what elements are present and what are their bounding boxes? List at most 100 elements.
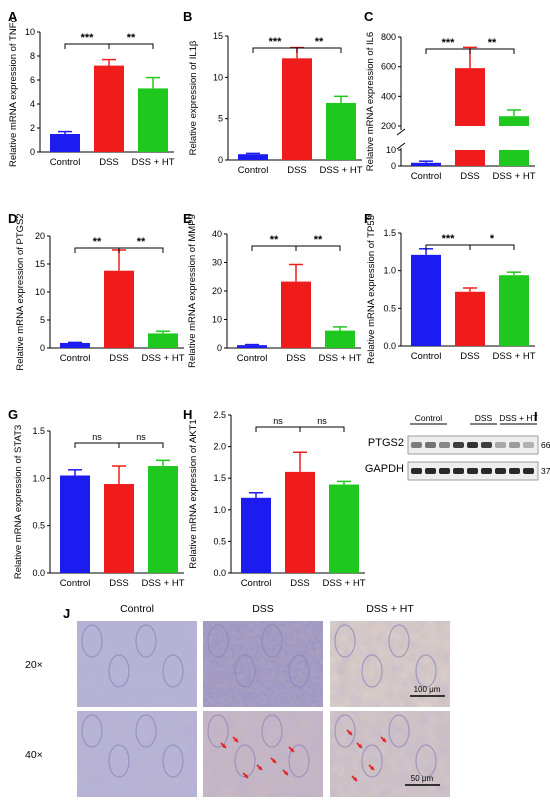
bar-dss-ht [499,275,529,346]
x-tick-label: DSS + HT [319,165,362,176]
significance-bracket [469,244,515,250]
y-tick-label: 0 [391,161,396,171]
significance-label: ** [488,37,497,49]
y-tick-label: 5 [40,315,45,325]
y-tick-label: 0 [218,155,223,165]
blot-band [425,468,436,474]
y-tick-label: 0 [30,147,35,157]
y-tick-label: 0.5 [32,521,45,531]
red-arrow-head [353,777,357,781]
x-tick-label: DSS + HT [492,351,535,362]
significance-label: ** [315,36,324,48]
bar-dss-ht [325,330,355,348]
crypt-outline [135,624,157,658]
blot-group-label: DSS + HT [499,413,538,423]
crypt-outline [207,714,229,748]
blot-group-label: Control [415,413,443,423]
x-tick-label: DSS [109,353,129,364]
blot-size-label: 37kDa [541,466,550,476]
y-tick-label: 0.5 [213,536,226,546]
x-tick-label: DSS + HT [318,353,361,364]
y-tick-label: 1.0 [213,505,226,515]
significance-label: *** [442,233,456,245]
panel-letter: J [63,606,70,621]
axis-break-mark [396,128,406,136]
crypt-outline [288,654,310,688]
red-arrow-head [244,774,248,778]
histology-row-label: 20× [25,659,43,671]
bar-dss [282,58,312,160]
y-tick-label: 20 [35,231,45,241]
x-tick-label: Control [238,165,269,176]
y-tick-label: 20 [212,286,222,296]
histology-column-label: DSS [252,603,274,615]
bar-control [238,154,268,160]
crypt-outline [415,654,437,688]
y-tick-label: 10 [213,72,223,82]
panel-letter: E [183,211,192,226]
y-tick-label: 5 [218,114,223,124]
crypt-outline [388,714,410,748]
blot-band [495,442,506,448]
y-tick-label: 10 [212,315,222,325]
crypt-outline [261,624,283,658]
crypt-outline [135,714,157,748]
significance-bracket [296,47,342,53]
y-tick-label: 10 [25,27,35,37]
x-tick-label: Control [60,353,91,364]
bar-dss-ht [326,102,356,160]
red-arrow-head [382,738,386,742]
histology-column-label: Control [120,603,154,615]
y-tick-label: 10 [386,145,396,155]
significance-label: ns [136,432,146,442]
crypt-outline [361,654,383,688]
panel-letter: A [8,9,18,24]
blot-band [411,442,422,448]
y-tick-label: 1.0 [383,266,396,276]
significance-bracket [295,245,341,251]
scale-bar-label: 50 μm [411,774,434,783]
x-tick-label: DSS [460,351,480,362]
x-tick-label: Control [60,578,91,589]
significance-label: *** [269,36,283,48]
significance-bracket [425,48,471,54]
y-tick-label: 10 [35,287,45,297]
y-axis-label: Relative mRNA expression of PTGS2 [15,213,26,370]
y-tick-label: 200 [381,121,396,131]
y-axis-label: Relative mRNA expression of IL6 [365,32,376,171]
bar-dss-ht [148,333,178,348]
panel-letter: C [364,9,374,24]
bar-dss [455,68,485,126]
red-arrow-head [358,744,362,748]
blot-band [523,442,534,448]
bar-control [411,254,441,346]
panel-letter: D [8,211,17,226]
y-tick-label: 1.5 [383,228,396,238]
significance-bracket [108,43,154,49]
y-tick-label: 8 [30,51,35,61]
red-arrow-head [272,759,276,763]
y-tick-label: 4 [30,99,35,109]
bar-dss-ht-lower [499,150,529,166]
y-tick-label: 800 [381,32,396,42]
y-tick-label: 1.5 [32,426,45,436]
y-tick-label: 0 [217,343,222,353]
bar-control [60,475,90,573]
crypt-outline [234,654,256,688]
blot-band [523,468,534,474]
significance-bracket [469,48,515,54]
y-tick-label: 0.0 [32,568,45,578]
y-tick-label: 30 [212,258,222,268]
crypt-outline [81,624,103,658]
blot-band [439,442,450,448]
y-tick-label: 15 [35,259,45,269]
x-tick-label: DSS + HT [322,578,365,589]
bar-dss [104,270,134,348]
y-tick-label: 15 [213,31,223,41]
blot-band [509,442,520,448]
y-tick-label: 0.0 [213,568,226,578]
x-tick-label: Control [237,353,268,364]
y-axis-label: Relative mRNA expression of AKT1 [188,419,199,568]
